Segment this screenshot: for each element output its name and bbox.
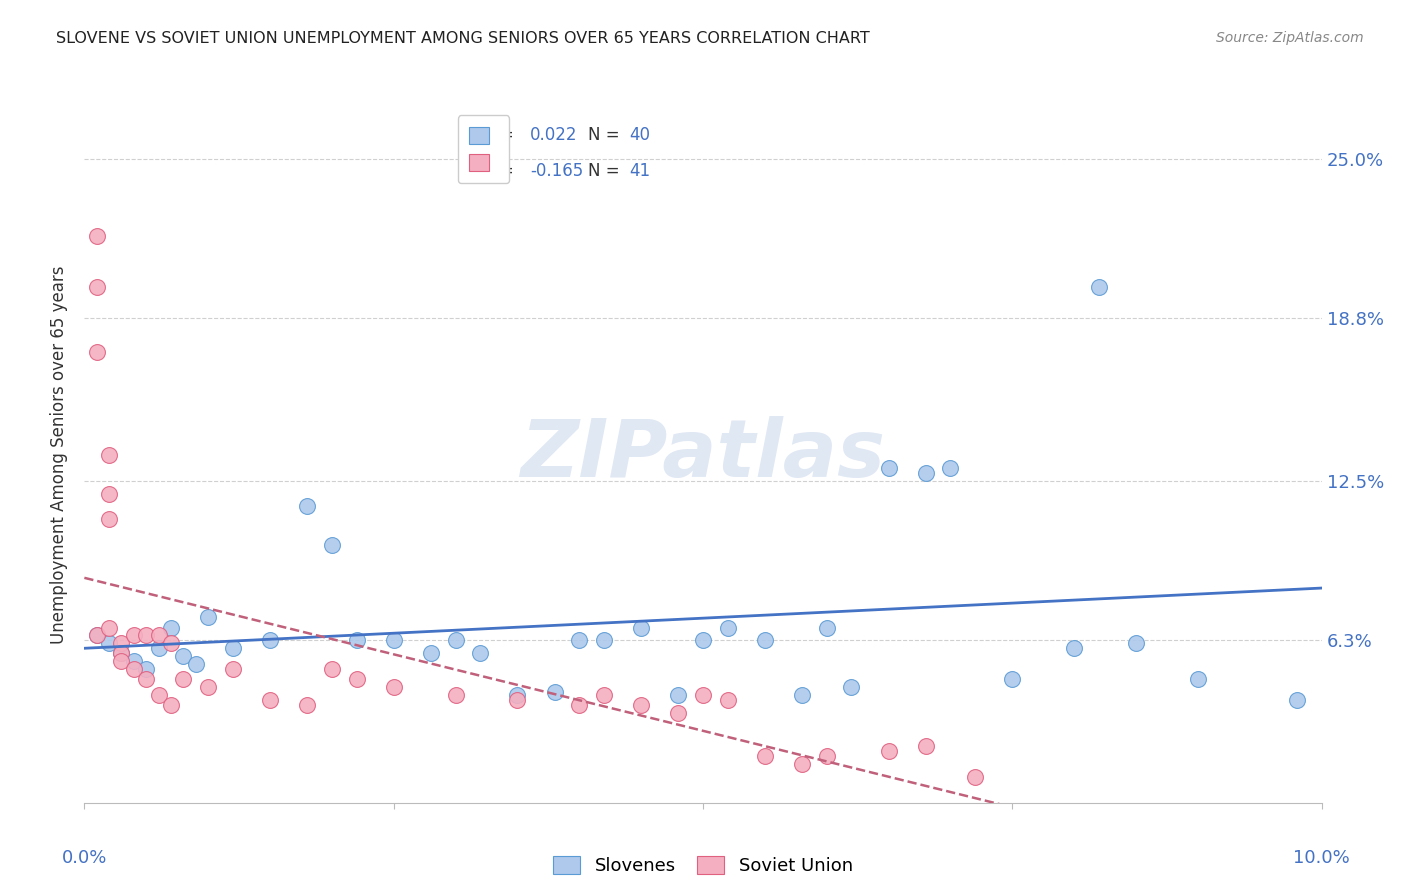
Text: R =: R = [482, 126, 519, 144]
Text: ZIPatlas: ZIPatlas [520, 416, 886, 494]
Point [568, 698, 591, 712]
Point [160, 698, 183, 712]
Point [197, 680, 219, 694]
Point [160, 636, 183, 650]
Point [98, 486, 121, 500]
Point [568, 633, 591, 648]
Point [692, 633, 714, 648]
Text: 0.0%: 0.0% [62, 849, 107, 867]
Text: N =: N = [588, 162, 624, 180]
Point [110, 646, 132, 660]
Point [135, 662, 157, 676]
Point [877, 744, 900, 758]
Point [86, 344, 108, 359]
Text: R =: R = [482, 162, 519, 180]
Point [815, 621, 838, 635]
Text: -0.165: -0.165 [530, 162, 583, 180]
Point [148, 628, 170, 642]
Legend: Slovenes, Soviet Union: Slovenes, Soviet Union [544, 847, 862, 884]
Point [172, 648, 194, 663]
Point [593, 688, 616, 702]
Point [98, 621, 121, 635]
Point [382, 633, 405, 648]
Text: 10.0%: 10.0% [1294, 849, 1350, 867]
Point [197, 610, 219, 624]
Point [593, 633, 616, 648]
Point [543, 685, 565, 699]
Point [172, 672, 194, 686]
Y-axis label: Unemployment Among Seniors over 65 years: Unemployment Among Seniors over 65 years [51, 266, 69, 644]
Text: SLOVENE VS SOVIET UNION UNEMPLOYMENT AMONG SENIORS OVER 65 YEARS CORRELATION CHA: SLOVENE VS SOVIET UNION UNEMPLOYMENT AMO… [56, 31, 870, 46]
Point [110, 636, 132, 650]
Point [419, 646, 441, 660]
Point [346, 633, 368, 648]
Point [790, 757, 813, 772]
Point [692, 688, 714, 702]
Point [1187, 672, 1209, 686]
Point [135, 672, 157, 686]
Point [666, 706, 689, 720]
Point [841, 680, 863, 694]
Point [346, 672, 368, 686]
Point [259, 692, 281, 706]
Point [1088, 280, 1111, 294]
Point [754, 633, 776, 648]
Point [86, 628, 108, 642]
Text: Source: ZipAtlas.com: Source: ZipAtlas.com [1216, 31, 1364, 45]
Text: 41: 41 [628, 162, 650, 180]
Point [815, 749, 838, 764]
Point [382, 680, 405, 694]
Point [98, 512, 121, 526]
Point [148, 641, 170, 656]
Point [506, 688, 529, 702]
Point [1285, 692, 1308, 706]
Point [666, 688, 689, 702]
Point [1063, 641, 1085, 656]
Point [1125, 636, 1147, 650]
Point [630, 621, 652, 635]
Point [914, 466, 936, 480]
Point [148, 688, 170, 702]
Point [122, 654, 145, 668]
Point [86, 228, 108, 243]
Point [877, 460, 900, 475]
Point [98, 636, 121, 650]
Point [98, 448, 121, 462]
Point [470, 646, 492, 660]
Point [295, 500, 318, 514]
Point [914, 739, 936, 753]
Text: 40: 40 [628, 126, 650, 144]
Point [222, 641, 245, 656]
Point [295, 698, 318, 712]
Point [754, 749, 776, 764]
Point [444, 633, 467, 648]
Point [717, 621, 740, 635]
Point [110, 654, 132, 668]
Point [939, 460, 962, 475]
Point [506, 692, 529, 706]
Point [86, 280, 108, 294]
Point [790, 688, 813, 702]
Point [321, 538, 343, 552]
Point [1001, 672, 1024, 686]
Point [717, 692, 740, 706]
Point [222, 662, 245, 676]
Point [184, 657, 207, 671]
Point [86, 628, 108, 642]
Point [630, 698, 652, 712]
Point [444, 688, 467, 702]
Point [135, 628, 157, 642]
Point [321, 662, 343, 676]
Point [160, 621, 183, 635]
Point [110, 646, 132, 660]
Text: N =: N = [588, 126, 624, 144]
Point [122, 628, 145, 642]
Point [122, 662, 145, 676]
Point [259, 633, 281, 648]
Point [965, 770, 987, 784]
Text: 0.022: 0.022 [530, 126, 578, 144]
